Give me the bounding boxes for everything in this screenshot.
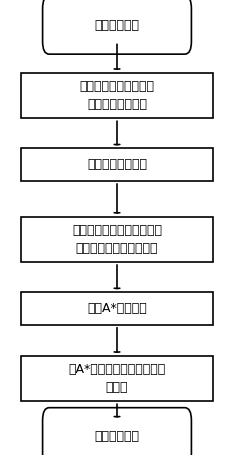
Text: 停止外层基于速度的人
工势场法路径规划: 停止外层基于速度的人 工势场法路径规划 — [80, 80, 154, 111]
FancyBboxPatch shape — [21, 73, 213, 118]
Text: 进行A*路径规划: 进行A*路径规划 — [87, 302, 147, 315]
FancyBboxPatch shape — [21, 148, 213, 181]
FancyBboxPatch shape — [21, 292, 213, 325]
Text: 在栅格地图将当前位置设为
为起点，新目标点为终点: 在栅格地图将当前位置设为 为起点，新目标点为终点 — [72, 224, 162, 255]
FancyBboxPatch shape — [43, 0, 191, 54]
Text: 将A*规划路径与外层规划路
径合并: 将A*规划路径与外层规划路 径合并 — [68, 363, 166, 394]
FancyBboxPatch shape — [21, 356, 213, 401]
FancyBboxPatch shape — [21, 217, 213, 262]
Text: 内层规划结束: 内层规划结束 — [95, 430, 139, 443]
Text: 选取临时的目标点: 选取临时的目标点 — [87, 158, 147, 171]
FancyBboxPatch shape — [43, 408, 191, 455]
Text: 内层规划开始: 内层规划开始 — [95, 19, 139, 31]
